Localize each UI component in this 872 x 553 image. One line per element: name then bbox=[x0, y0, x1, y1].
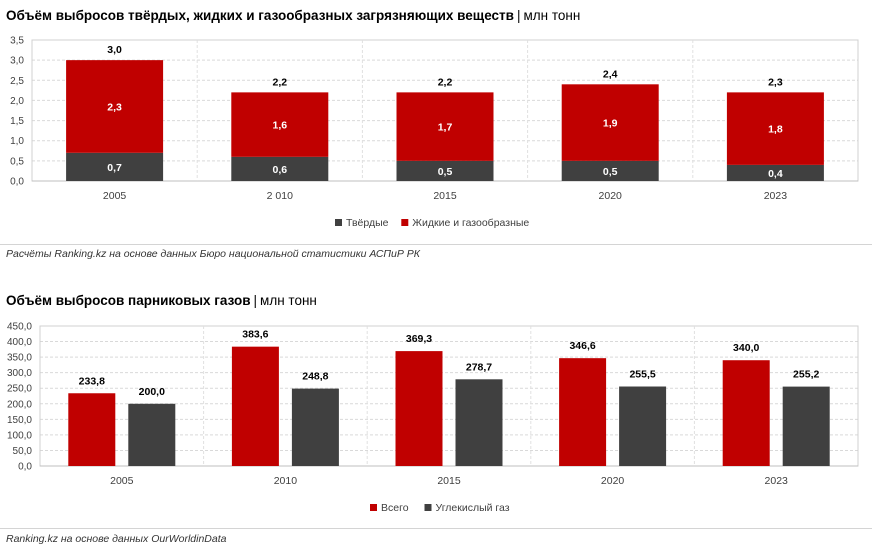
chart2-ytick-label: 50,0 bbox=[13, 446, 33, 457]
title-separator: | bbox=[253, 293, 258, 308]
chart2-bar-co2 bbox=[619, 386, 667, 466]
chart2-source: Ranking.kz на основе данных OurWorldinDa… bbox=[6, 533, 227, 545]
title-separator: | bbox=[516, 8, 521, 23]
chart2-data-label: 278,7 bbox=[466, 361, 492, 373]
chart1-ytick-label: 1,5 bbox=[10, 116, 24, 127]
chart2-bar-total bbox=[68, 393, 116, 466]
chart2-data-label: 340,0 bbox=[733, 342, 759, 354]
chart2-legend-label: Углекислый газ bbox=[436, 502, 510, 514]
chart2-xtick-label: 2005 bbox=[110, 475, 134, 487]
chart1-legend-label: Жидкие и газообразные bbox=[412, 217, 529, 229]
chart2-bar-co2 bbox=[291, 388, 339, 466]
chart2-data-label: 200,0 bbox=[139, 386, 165, 398]
chart1-xtick-label: 2005 bbox=[103, 190, 127, 202]
chart2-ytick-label: 150,0 bbox=[7, 415, 32, 426]
chart2-ytick-label: 0,0 bbox=[18, 462, 32, 473]
chart1-bar-solid bbox=[231, 156, 329, 181]
chart2-data-label: 255,5 bbox=[629, 369, 655, 381]
chart1-data-label: 1,7 bbox=[438, 122, 453, 134]
chart1-data-label: 0,4 bbox=[768, 168, 783, 180]
chart1-ytick-label: 0,0 bbox=[10, 177, 24, 188]
chart1-data-label: 1,6 bbox=[272, 120, 287, 132]
chart2-bar-co2 bbox=[782, 386, 830, 466]
chart1-data-label: 2,3 bbox=[107, 101, 122, 113]
chart1-ytick-label: 1,0 bbox=[10, 136, 24, 147]
chart2-ytick-label: 250,0 bbox=[7, 384, 32, 395]
chart1-ytick-label: 0,5 bbox=[10, 156, 24, 167]
chart2-data-label: 383,6 bbox=[242, 329, 268, 341]
chart2-plot: 0,0 50,0 100,0 150,0 200,0 250,0 300,0 350,0 400… bbox=[7, 322, 859, 514]
chart2-bar-co2 bbox=[128, 403, 176, 466]
chart1-bar-liquid-gas bbox=[396, 92, 494, 161]
chart2-bar-total bbox=[395, 351, 443, 466]
chart1-bar-solid bbox=[561, 160, 659, 181]
chart2-bar-co2 bbox=[455, 379, 503, 466]
chart2-bar-total bbox=[559, 358, 607, 466]
chart2-bar-total bbox=[231, 346, 279, 466]
chart2-ytick-label: 100,0 bbox=[7, 430, 32, 441]
chart2-data-label: 255,2 bbox=[793, 369, 819, 381]
chart2-data-label: 346,6 bbox=[569, 340, 595, 352]
chart2-legend-swatch bbox=[424, 504, 432, 511]
chart2-legend-swatch bbox=[370, 504, 377, 511]
chart1-data-label: 0,6 bbox=[272, 164, 287, 176]
chart1-ytick-label: 2,5 bbox=[10, 76, 24, 87]
divider bbox=[0, 244, 872, 245]
chart2-data-label: 233,8 bbox=[79, 375, 105, 387]
chart1-legend-swatch bbox=[401, 219, 409, 226]
chart1-total-label: 3,0 bbox=[107, 44, 122, 56]
chart2-xtick-label: 2020 bbox=[601, 475, 625, 487]
chart1-unit: млн тонн bbox=[523, 8, 581, 23]
chart1-title: Объём выбросов твёрдых, жидких и газообр… bbox=[6, 8, 580, 23]
chart1-data-label: 1,9 bbox=[603, 118, 618, 130]
chart2-ytick-label: 350,0 bbox=[7, 353, 32, 364]
chart1-title-text: Объём выбросов твёрдых, жидких и газообр… bbox=[6, 8, 514, 23]
chart2-legend-label: Всего bbox=[381, 502, 409, 514]
chart1-total-label: 2,2 bbox=[438, 76, 453, 88]
chart1-data-label: 1,8 bbox=[768, 124, 783, 136]
chart2-ytick-label: 450,0 bbox=[7, 322, 32, 333]
chart1-data-label: 0,7 bbox=[107, 162, 122, 174]
divider bbox=[0, 528, 872, 529]
chart2-title: Объём выбросов парниковых газов | млн тонн bbox=[6, 293, 317, 308]
chart2-ytick-label: 300,0 bbox=[7, 368, 32, 379]
chart1-xtick-label: 2020 bbox=[599, 190, 623, 202]
chart1-plot: 0,0 0,5 1,0 1,5 2,0 2,5 3,0 3,5 2005 0,7 2,3 3,0 2 0… bbox=[10, 36, 859, 229]
chart1-xtick-label: 2015 bbox=[433, 190, 457, 202]
chart1-bar-liquid-gas bbox=[66, 60, 164, 153]
chart2-data-label: 369,3 bbox=[406, 333, 432, 345]
chart1-total-label: 2,3 bbox=[768, 76, 783, 88]
chart2-ytick-label: 200,0 bbox=[7, 399, 32, 410]
chart2-ytick-label: 400,0 bbox=[7, 337, 32, 348]
chart1-total-label: 2,2 bbox=[272, 76, 287, 88]
chart1-data-label: 0,5 bbox=[603, 166, 618, 178]
chart1-ytick-label: 3,5 bbox=[10, 36, 24, 47]
chart1-source: Расчёты Ranking.kz на основе данных Бюро… bbox=[6, 248, 420, 260]
chart2-xtick-label: 2023 bbox=[765, 475, 789, 487]
chart1-xtick-label: 2 010 bbox=[267, 190, 293, 202]
chart1-legend-label: Твёрдые bbox=[346, 217, 389, 229]
chart2-data-label: 248,8 bbox=[302, 371, 328, 383]
chart2-xtick-label: 2010 bbox=[274, 475, 298, 487]
chart1-legend-swatch bbox=[335, 219, 342, 226]
chart1-data-label: 0,5 bbox=[438, 166, 453, 178]
chart1-bar-liquid-gas bbox=[726, 92, 824, 165]
chart2-title-text: Объём выбросов парниковых газов bbox=[6, 293, 251, 308]
chart1-bar-solid bbox=[66, 152, 164, 181]
chart1-bar-liquid-gas bbox=[561, 84, 659, 161]
chart1-total-label: 2,4 bbox=[603, 68, 618, 80]
chart1-bar-solid bbox=[396, 160, 494, 181]
chart2-unit: млн тонн bbox=[260, 293, 317, 308]
chart1-ytick-label: 3,0 bbox=[10, 56, 24, 67]
chart2-xtick-label: 2015 bbox=[437, 475, 461, 487]
chart2-bar-total bbox=[722, 360, 770, 466]
chart1-bar-liquid-gas bbox=[231, 92, 329, 157]
chart1-ytick-label: 2,0 bbox=[10, 96, 24, 107]
chart1-xtick-label: 2023 bbox=[764, 190, 788, 202]
chart1-bar-solid bbox=[726, 164, 824, 181]
